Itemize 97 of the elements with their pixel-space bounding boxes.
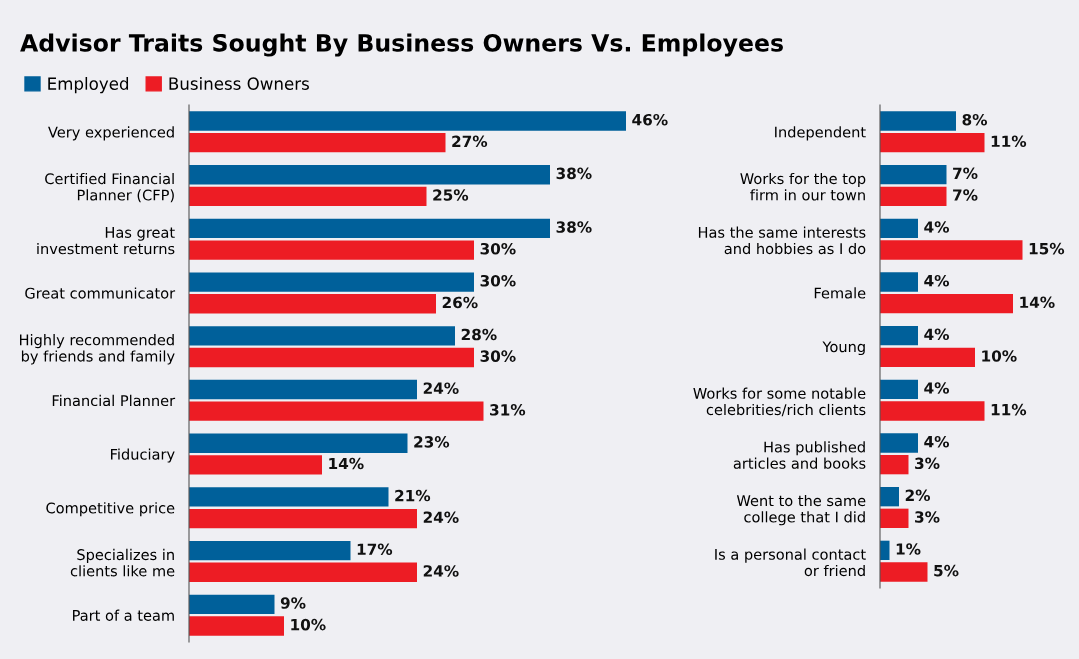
bar [189, 433, 408, 453]
y-tick-label: Very experienced [48, 126, 174, 141]
bar [880, 454, 909, 475]
data-label: 4% [924, 328, 950, 341]
bar [189, 455, 322, 475]
data-label: 4% [924, 221, 950, 233]
bar [189, 347, 474, 368]
data-label: 1% [896, 543, 921, 555]
data-label: 38% [556, 167, 592, 180]
y-tick-label: Specializes in clients like me [70, 548, 175, 577]
data-label: 23% [414, 436, 450, 448]
bar [880, 165, 947, 185]
data-label: 11% [991, 135, 1027, 148]
data-label: 7% [953, 167, 978, 180]
y-tick-label: Part of a team [73, 609, 174, 621]
y-tick-label: Is a personal contact or friend [715, 548, 866, 577]
bar [189, 165, 550, 185]
y-tick-label: Great communicator [25, 287, 176, 299]
y-tick-label: Went to the same college that I did [736, 494, 866, 526]
data-label: 24% [423, 511, 459, 524]
y-tick-label: Highly recommended by friends and family [20, 334, 175, 365]
data-label: 4% [924, 382, 950, 394]
y-tick-label: Has the same interests and hobbies as I do [698, 226, 866, 255]
bar [189, 487, 389, 507]
y-tick-label: Has great investment returns [37, 227, 175, 255]
bar [880, 508, 909, 528]
y-tick-label: Competitive price [46, 502, 175, 517]
legend-label: Business Owners [169, 77, 309, 90]
bar [880, 379, 918, 400]
chart-title: Advisor Traits Sought By Business Owners Vs. Employees [20, 33, 783, 57]
bar [189, 508, 417, 529]
bar [189, 186, 427, 207]
data-label: 38% [556, 221, 592, 233]
data-label: 25% [433, 189, 469, 201]
data-label: 30% [480, 350, 516, 362]
data-label: 10% [982, 350, 1017, 362]
y-tick-label: Fiduciary [111, 448, 175, 463]
bar [189, 379, 417, 400]
bar [189, 594, 275, 614]
y-tick-label: Works for the top firm in our town [740, 172, 866, 201]
data-label: 9% [280, 597, 306, 609]
data-label: 2% [905, 489, 931, 502]
bar [880, 347, 975, 367]
data-label: 30% [480, 242, 516, 255]
bar [189, 562, 417, 582]
data-label: 15% [1029, 242, 1065, 255]
data-label: 3% [915, 457, 940, 470]
bar [880, 487, 899, 507]
data-label: 14% [329, 457, 364, 470]
data-label: 5% [934, 564, 959, 577]
bar [880, 433, 918, 453]
data-label: 17% [357, 543, 393, 556]
bar [880, 326, 918, 346]
data-label: 30% [480, 275, 516, 287]
data-label: 27% [452, 135, 488, 148]
data-label: 7% [953, 189, 978, 201]
data-label: 8% [962, 113, 988, 126]
data-label: 26% [442, 296, 478, 309]
bar [189, 294, 436, 314]
y-tick-label: Financial Planner [52, 394, 176, 407]
bar [189, 133, 446, 153]
data-label: 31% [490, 404, 526, 416]
y-tick-label: Certified Financial Planner (CFP) [45, 172, 174, 203]
bar [189, 616, 284, 636]
bar [880, 562, 928, 582]
bar [880, 401, 985, 421]
bar [189, 540, 351, 561]
y-tick-label: Works for some notable celebrities/rich clients [693, 387, 866, 417]
bar [189, 401, 484, 421]
bar [189, 111, 626, 131]
data-label: 3% [915, 511, 940, 523]
data-label: 4% [924, 274, 950, 287]
data-label: 14% [1020, 296, 1055, 309]
bar [189, 218, 550, 239]
y-tick-label: Independent [775, 126, 866, 141]
data-label: 46% [632, 113, 668, 126]
data-label: 28% [461, 328, 497, 341]
data-label: 11% [991, 403, 1027, 416]
y-tick-label: Young [822, 341, 865, 356]
data-label: 24% [423, 565, 459, 577]
data-label: 10% [291, 618, 326, 631]
bar [880, 218, 918, 239]
bar [880, 293, 1013, 314]
bar [189, 326, 455, 346]
bar [880, 240, 1023, 260]
bar [880, 132, 985, 153]
y-tick-label: Female [814, 287, 866, 299]
legend-label: Employed [48, 77, 129, 94]
bar [189, 240, 474, 260]
data-label: 24% [423, 382, 459, 394]
data-label: 21% [395, 489, 431, 502]
bar [880, 272, 918, 292]
bar [880, 186, 947, 206]
bar [880, 111, 956, 131]
y-tick-label: Has published articles and books [733, 441, 866, 469]
bar [189, 272, 474, 292]
data-label: 4% [924, 435, 950, 448]
